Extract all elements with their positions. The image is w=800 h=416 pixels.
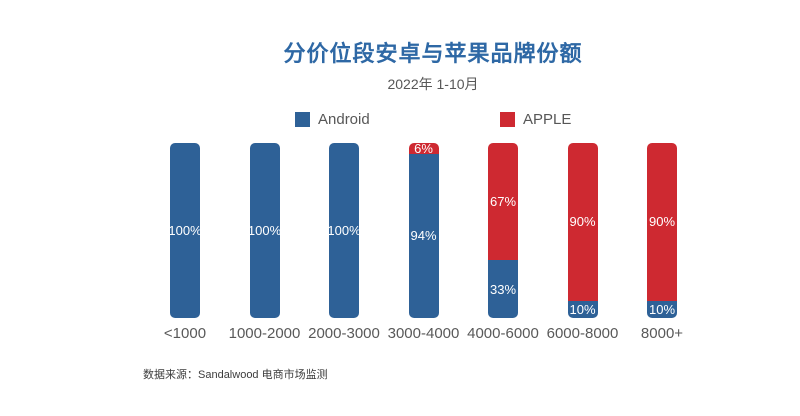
bar-4000-6000: 67% 33% <box>488 143 518 318</box>
android-share-label: 10% <box>569 301 596 317</box>
android-segment-3000-4000: 94% <box>408 153 439 318</box>
android-legend-label: Android <box>318 111 370 128</box>
android-segment-8000+: 10% <box>647 300 677 318</box>
bar-<1000: 100% <box>168 143 202 318</box>
category-label-1000-2000: 1000-2000 <box>228 325 301 342</box>
apple-share-label: 67% <box>489 194 517 210</box>
bar-6000-8000: 90% 10% <box>567 143 598 318</box>
apple-segment-6000-8000: 90% <box>567 143 598 301</box>
android-segment-2000-3000: 100% <box>327 143 361 318</box>
category-label-3000-4000: 3000-4000 <box>387 325 460 342</box>
android-segment-4000-6000: 33% <box>488 260 518 318</box>
data-source: 数据来源：Sandalwood 电商市场监测 <box>143 369 328 381</box>
category-label-6000-8000: 6000-8000 <box>546 325 619 342</box>
apple-share-label: 6% <box>414 140 433 156</box>
bar-8000+: 90% 10% <box>647 143 677 318</box>
bar-3000-4000: 6% 94% <box>408 140 439 318</box>
android-share-label: 94% <box>410 228 437 244</box>
category-label-<1000: <1000 <box>163 325 207 342</box>
android-segment-1000-2000: 100% <box>247 143 282 318</box>
apple-segment-4000-6000: 67% <box>488 143 518 261</box>
android-share-label: 100% <box>247 223 282 238</box>
chart-title: 分价位段安卓与苹果品牌份额 <box>283 41 583 66</box>
category-label-2000-3000: 2000-3000 <box>308 325 380 342</box>
bar-2000-3000: 100% <box>327 143 361 318</box>
apple-legend-label: APPLE <box>523 111 572 128</box>
android-segment-<1000: 100% <box>168 143 202 318</box>
android-share-label: 100% <box>168 223 202 238</box>
android-legend-swatch-icon <box>295 112 310 127</box>
apple-share-label: 90% <box>569 214 596 230</box>
chart-subtitle: 2022年 1-10月 <box>387 76 479 92</box>
android-share-label: 100% <box>327 223 361 238</box>
bar-1000-2000: 100% <box>247 143 282 318</box>
category-label-8000+: 8000+ <box>640 325 684 342</box>
apple-segment-8000+: 90% <box>647 143 677 301</box>
category-label-4000-6000: 4000-6000 <box>467 325 539 342</box>
apple-segment-3000-4000: 6% <box>408 140 439 156</box>
legend-item-android: Android <box>295 111 370 128</box>
apple-share-label: 90% <box>648 214 676 230</box>
legend-item-apple: APPLE <box>500 111 571 128</box>
apple-legend-swatch-icon <box>500 112 515 127</box>
android-segment-6000-8000: 10% <box>567 300 598 318</box>
android-share-label: 33% <box>489 281 517 297</box>
android-share-label: 10% <box>648 301 676 317</box>
